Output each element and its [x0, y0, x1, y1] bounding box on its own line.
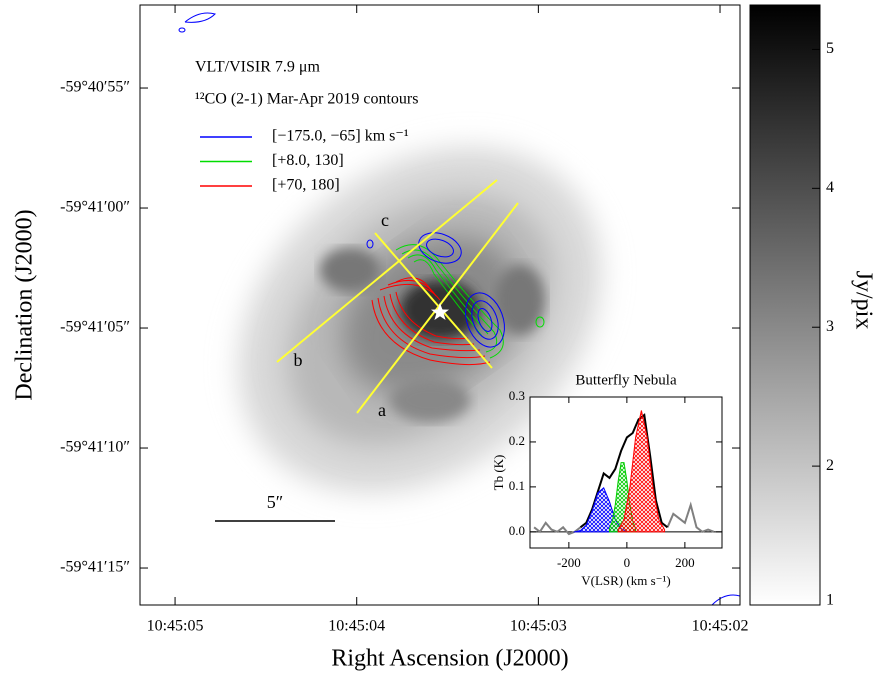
colorbar-tick-label: 4: [826, 179, 834, 196]
legend-label: [+70, 180]: [272, 177, 340, 194]
annotation: ¹²CO (2-1) Mar-Apr 2019 contours: [195, 91, 418, 108]
spectrum-line: [533, 501, 715, 536]
blue-contours: [178, 12, 740, 605]
inset-plot: -200 0 200 0.0 0.1 0.2 0.3 Butterfly Nebula V(LS…: [491, 372, 722, 588]
inset-y-label: Tb (K): [491, 455, 506, 491]
annotation: b: [294, 350, 303, 370]
x-tick-label: 10:45:04: [328, 618, 385, 635]
star-marker: [431, 303, 449, 320]
annotation: a: [378, 400, 386, 420]
colorbar-tick-label: 5: [826, 40, 834, 57]
colorbar-tick-label: 1: [826, 592, 834, 609]
colorbar: [749, 4, 821, 606]
colorbar-tick-label: 2: [826, 457, 834, 474]
y-axis-label: Declination (J2000): [12, 209, 38, 400]
legend-label: [−175.0, −65] km s⁻¹: [272, 128, 409, 145]
colorbar-label: Jy/pix: [850, 271, 876, 330]
annotation: VLT/VISIR 7.9 μm: [195, 59, 320, 76]
y-tick-label: 0.0: [509, 523, 525, 538]
x-tick-label: 10:45:02: [692, 618, 749, 635]
x-axis-label: Right Ascension (J2000): [331, 646, 568, 672]
legend-label: [+8.0, 130]: [272, 152, 344, 169]
gaussian-area: [617, 410, 666, 533]
y-tick-label: -59°41′00″: [60, 199, 130, 216]
x-tick-label: 10:45:05: [147, 618, 204, 635]
colorbar-tick-label: 3: [826, 318, 834, 335]
y-tick-label: 0.1: [509, 478, 525, 493]
main-frame: [139, 4, 741, 606]
y-tick-label: 0.2: [509, 433, 525, 448]
x-tick-label: 0: [624, 555, 631, 570]
x-tick-label: 200: [675, 555, 695, 570]
slit-lines: [276, 179, 519, 414]
x-tick-label: -200: [557, 555, 581, 570]
x-tick-label: 10:45:03: [510, 618, 567, 635]
y-tick-label: -59°41′05″: [60, 319, 130, 336]
annotation: c: [381, 210, 389, 230]
annotation: 5″: [267, 492, 284, 512]
y-tick-label: -59°40′55″: [60, 79, 130, 96]
inset-x-label: V(LSR) (km s⁻¹): [581, 573, 670, 588]
inset-title: Butterfly Nebula: [575, 372, 677, 388]
y-tick-label: -59°41′15″: [60, 559, 130, 576]
y-tick-label: -59°41′10″: [60, 439, 130, 456]
y-tick-label: 0.3: [509, 388, 525, 403]
